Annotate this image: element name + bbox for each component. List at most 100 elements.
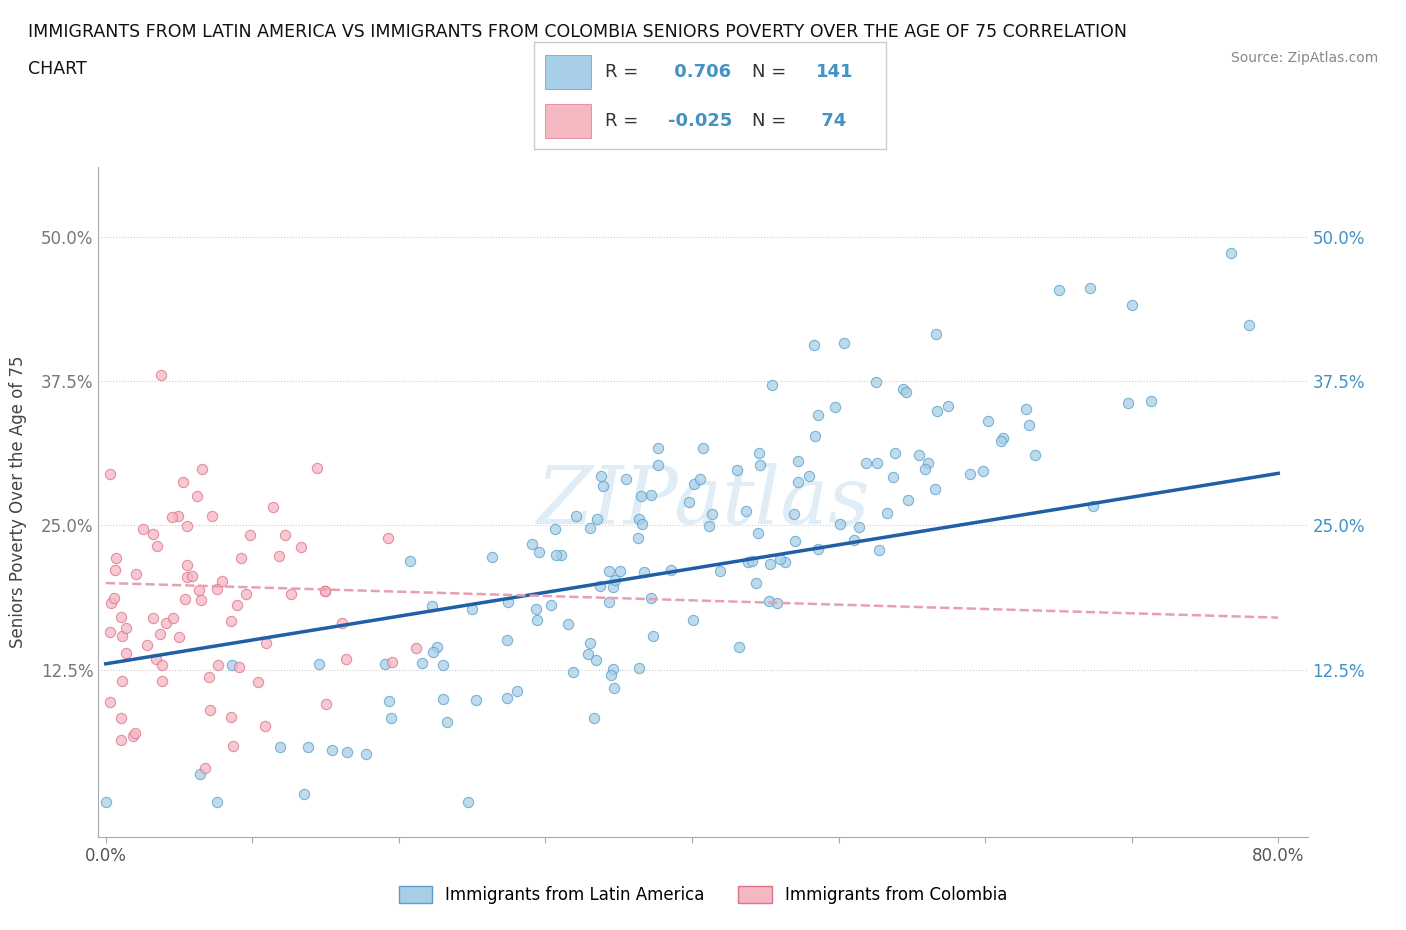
Point bbox=[274, 527, 297, 542]
Point bbox=[122, 728, 145, 743]
Point bbox=[544, 522, 567, 537]
Point bbox=[631, 516, 654, 531]
Point bbox=[609, 564, 631, 578]
Point bbox=[709, 564, 731, 578]
Point bbox=[247, 674, 270, 689]
Point bbox=[98, 625, 121, 640]
Point bbox=[924, 481, 946, 496]
Point bbox=[627, 661, 650, 676]
Point bbox=[1140, 393, 1163, 408]
Point bbox=[150, 367, 173, 382]
FancyBboxPatch shape bbox=[544, 55, 591, 89]
Point bbox=[194, 761, 217, 776]
Point bbox=[579, 635, 602, 650]
Point bbox=[235, 586, 257, 601]
Point bbox=[976, 413, 998, 428]
Point bbox=[496, 595, 519, 610]
Legend: Immigrants from Latin America, Immigrants from Colombia: Immigrants from Latin America, Immigrant… bbox=[391, 878, 1015, 912]
Point bbox=[689, 472, 711, 486]
Point bbox=[647, 440, 669, 455]
Point bbox=[335, 651, 357, 666]
Point bbox=[914, 461, 936, 476]
Point bbox=[582, 711, 605, 725]
Point bbox=[132, 522, 155, 537]
Point bbox=[882, 470, 904, 485]
Point bbox=[588, 578, 610, 593]
Point bbox=[868, 542, 890, 557]
Point bbox=[855, 456, 877, 471]
Point bbox=[150, 658, 173, 672]
Point bbox=[1237, 317, 1260, 332]
Point bbox=[167, 629, 190, 644]
Point bbox=[773, 555, 796, 570]
Point bbox=[761, 377, 783, 392]
Point bbox=[110, 711, 132, 725]
Point bbox=[432, 692, 454, 707]
Point bbox=[188, 766, 211, 781]
Point bbox=[830, 516, 852, 531]
Point bbox=[145, 651, 167, 666]
Point bbox=[229, 551, 252, 565]
Point bbox=[136, 638, 159, 653]
Point bbox=[377, 530, 399, 545]
Point bbox=[292, 787, 315, 802]
Point bbox=[465, 693, 488, 708]
Point bbox=[786, 453, 808, 468]
Text: 74: 74 bbox=[815, 112, 846, 130]
Point bbox=[110, 610, 132, 625]
Point bbox=[540, 598, 562, 613]
Point bbox=[993, 430, 1015, 445]
Point bbox=[842, 532, 865, 547]
Point bbox=[321, 742, 343, 757]
Text: Source: ZipAtlas.com: Source: ZipAtlas.com bbox=[1230, 51, 1378, 65]
Point bbox=[766, 595, 789, 610]
Point bbox=[142, 526, 165, 541]
Point bbox=[894, 385, 917, 400]
Point bbox=[748, 445, 770, 460]
Text: CHART: CHART bbox=[28, 60, 87, 78]
Point bbox=[585, 652, 607, 667]
Point bbox=[221, 710, 243, 724]
Point bbox=[748, 458, 770, 472]
Point bbox=[699, 519, 721, 534]
Point bbox=[222, 738, 245, 753]
Point bbox=[804, 428, 827, 443]
Point bbox=[633, 565, 655, 579]
Point bbox=[758, 593, 780, 608]
Point bbox=[641, 629, 664, 644]
Point bbox=[1116, 395, 1139, 410]
Point bbox=[226, 597, 249, 612]
Point bbox=[176, 518, 198, 533]
Point bbox=[422, 645, 444, 660]
FancyBboxPatch shape bbox=[544, 104, 591, 139]
Point bbox=[190, 592, 212, 607]
Point bbox=[162, 611, 184, 626]
Point bbox=[198, 702, 221, 717]
Point bbox=[783, 506, 806, 521]
Point bbox=[290, 539, 312, 554]
Point bbox=[174, 591, 197, 606]
Point bbox=[834, 336, 856, 351]
Point bbox=[186, 489, 208, 504]
Point bbox=[1049, 283, 1071, 298]
Point bbox=[917, 456, 939, 471]
Text: 141: 141 bbox=[815, 63, 853, 81]
Point bbox=[172, 475, 194, 490]
Point bbox=[1078, 281, 1101, 296]
Point bbox=[659, 563, 682, 578]
Point bbox=[959, 467, 981, 482]
Point bbox=[228, 659, 250, 674]
Point bbox=[848, 520, 870, 535]
Point bbox=[190, 461, 212, 476]
Y-axis label: Seniors Poverty Over the Age of 75: Seniors Poverty Over the Age of 75 bbox=[8, 356, 27, 648]
Point bbox=[145, 538, 167, 553]
Point bbox=[640, 591, 662, 605]
Text: R =: R = bbox=[605, 63, 644, 81]
Point bbox=[198, 670, 221, 684]
Point bbox=[100, 595, 122, 610]
Point bbox=[262, 499, 284, 514]
Point bbox=[207, 658, 229, 673]
Point bbox=[380, 711, 402, 725]
Text: N =: N = bbox=[752, 112, 792, 130]
Point bbox=[876, 506, 898, 521]
